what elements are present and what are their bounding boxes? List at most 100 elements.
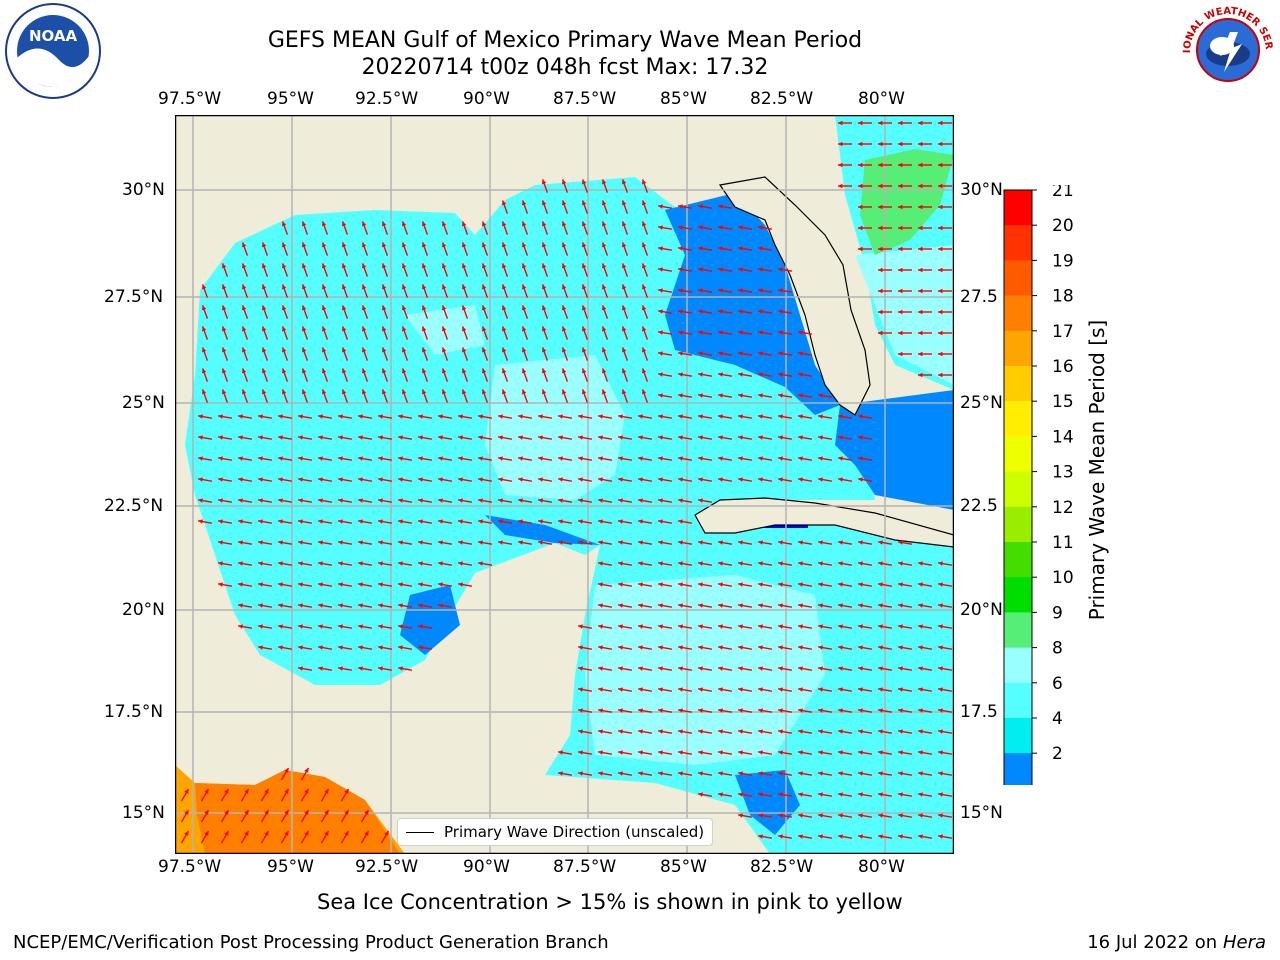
wave-arrow (917, 750, 933, 755)
wave-arrow (797, 813, 813, 818)
colorbar-band (1004, 366, 1032, 402)
wave-arrow (337, 414, 353, 419)
wave-arrow (381, 284, 389, 298)
wave-arrow (697, 267, 713, 272)
map-panel (175, 115, 954, 854)
wave-arrow (417, 603, 433, 608)
wave-arrow (918, 141, 932, 147)
wave-arrow (877, 645, 893, 650)
wave-arrow (221, 347, 229, 361)
wave-arrow (797, 393, 813, 398)
colorbar-band (1004, 436, 1032, 473)
wave-arrow (697, 288, 713, 293)
wave-arrow (657, 498, 673, 503)
wave-arrow (337, 645, 353, 650)
wave-arrow (277, 414, 293, 419)
wave-arrow (757, 267, 773, 272)
colorbar: 21 20 19 18 17 16 15 14 13 12 11 10 9 8 6 4 2 (1003, 185, 1074, 785)
wave-arrow (617, 561, 633, 566)
wave-arrow (441, 284, 449, 298)
wave-arrow (361, 263, 369, 277)
wave-arrow (277, 582, 293, 587)
wave-arrow (237, 435, 253, 440)
wave-arrow (617, 498, 633, 503)
wave-arrow (401, 284, 409, 298)
wave-arrow (421, 263, 429, 277)
wave-arrow (817, 561, 833, 566)
wave-arrow (737, 624, 753, 629)
wave-arrow (897, 813, 913, 818)
wave-arrow (637, 540, 653, 545)
wave-arrow (457, 498, 473, 503)
wave-arrow (857, 414, 873, 419)
wave-arrow (717, 435, 733, 440)
wave-arrow (437, 540, 453, 545)
wave-arrow (898, 183, 912, 189)
wave-arrow (341, 305, 349, 319)
wave-arrow (461, 284, 469, 298)
wave-arrow (577, 456, 593, 461)
wave-arrow (737, 477, 753, 482)
wave-arrow (717, 645, 733, 650)
wave-arrow (917, 771, 933, 776)
wave-arrow (297, 477, 313, 482)
wave-arrow (297, 582, 313, 587)
wave-arrow (297, 561, 313, 566)
wave-arrow (857, 477, 873, 482)
wave-arrow (897, 666, 913, 671)
wave-arrow (281, 368, 289, 382)
wave-arrow (581, 263, 589, 277)
map-frame (175, 115, 954, 854)
colorbar-frame (1003, 189, 1033, 785)
wave-arrow (637, 708, 653, 713)
wave-arrow (301, 326, 309, 340)
lat-tick-left: 25°N (122, 393, 165, 413)
wave-arrow (277, 540, 293, 545)
wave-arrow (617, 540, 633, 545)
wave-arrow (301, 221, 309, 235)
wave-arrow (497, 540, 513, 545)
wave-arrow (240, 830, 250, 844)
wave-arrow (937, 624, 953, 629)
wave-arrow (777, 834, 793, 839)
wave-arrow (381, 347, 389, 361)
wave-arrow (938, 204, 952, 210)
wave-arrow (697, 246, 713, 251)
wave-arrow (517, 498, 533, 503)
wave-arrow (200, 809, 210, 823)
wave-arrow (417, 624, 433, 629)
wave-arrow (221, 368, 229, 382)
wave-arrow (277, 477, 293, 482)
wave-arrow (897, 729, 913, 734)
wave-arrow (601, 221, 609, 235)
wave-arrow (521, 347, 529, 361)
wave-arrow (237, 519, 253, 524)
wave-arrow (737, 372, 753, 377)
lon-tick-bottom: 95°W (267, 857, 314, 877)
wave-arrow (317, 498, 333, 503)
wave-arrow (918, 372, 932, 378)
wave-arrow (757, 729, 773, 734)
noaa-logo: NOAA (4, 2, 102, 100)
wave-arrow (301, 284, 309, 298)
wave-arrow (797, 561, 813, 566)
wave-arrow (501, 368, 509, 382)
wave-arrow (697, 603, 713, 608)
wave-arrow (857, 456, 873, 461)
wave-arrow (261, 242, 269, 256)
colorbar-band (1004, 401, 1032, 437)
wave-arrow (597, 456, 613, 461)
wave-arrow (877, 750, 893, 755)
wave-arrow (677, 414, 693, 419)
wave-arrow (837, 813, 853, 818)
wave-arrow (857, 435, 873, 440)
wave-arrow (858, 120, 872, 126)
wave-arrow (837, 477, 853, 482)
wave-arrow (641, 200, 649, 214)
wave-arrow (797, 582, 813, 587)
wave-arrow (657, 624, 673, 629)
wave-arrow (757, 330, 773, 335)
wave-arrow (541, 242, 549, 256)
wave-arrow (341, 284, 349, 298)
wave-arrow (401, 305, 409, 319)
